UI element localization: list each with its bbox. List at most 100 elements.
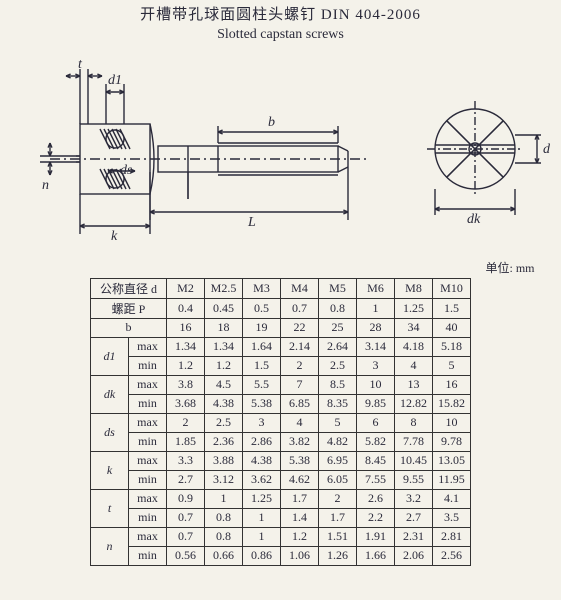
dim-k: k [111, 229, 118, 244]
g3-max-1: 3.88 [205, 451, 243, 470]
g2-max-2: 3 [243, 413, 281, 432]
group-1-min-label: min [129, 394, 167, 413]
g2-min-5: 5.82 [357, 432, 395, 451]
dim-d: d [543, 142, 551, 157]
g3-min-3: 4.62 [281, 470, 319, 489]
g4-min-2: 1 [243, 508, 281, 527]
g5-max-7: 2.81 [433, 527, 471, 546]
g5-max-4: 1.51 [319, 527, 357, 546]
group-label-2: ds [91, 413, 129, 451]
g4-max-5: 2.6 [357, 489, 395, 508]
cell-0-2: 0.5 [243, 298, 281, 318]
group-4-min-label: min [129, 508, 167, 527]
g0-min-2: 1.5 [243, 356, 281, 375]
g5-min-6: 2.06 [395, 546, 433, 565]
g2-max-6: 8 [395, 413, 433, 432]
g0-max-2: 1.64 [243, 337, 281, 356]
row-label-0: 螺距 P [91, 298, 167, 318]
g4-max-0: 0.9 [167, 489, 205, 508]
g1-max-1: 4.5 [205, 375, 243, 394]
g3-max-5: 8.45 [357, 451, 395, 470]
g3-min-7: 11.95 [433, 470, 471, 489]
g2-max-5: 6 [357, 413, 395, 432]
g4-min-0: 0.7 [167, 508, 205, 527]
g0-max-1: 1.34 [205, 337, 243, 356]
technical-drawing: td1ndskLbddk [0, 44, 561, 259]
g4-max-4: 2 [319, 489, 357, 508]
title-en: Slotted capstan screws [0, 26, 561, 44]
g4-min-7: 3.5 [433, 508, 471, 527]
g3-min-6: 9.55 [395, 470, 433, 489]
group-3-min-label: min [129, 470, 167, 489]
g2-min-0: 1.85 [167, 432, 205, 451]
cell-0-0: 0.4 [167, 298, 205, 318]
dim-L: L [247, 215, 256, 230]
g4-min-5: 2.2 [357, 508, 395, 527]
title-cn: 开槽带孔球面圆柱头螺钉 DIN 404-2006 [0, 6, 561, 26]
cell-0-7: 1.5 [433, 298, 471, 318]
hdr-size-6: M8 [395, 278, 433, 298]
g2-max-1: 2.5 [205, 413, 243, 432]
g0-min-4: 2.5 [319, 356, 357, 375]
g2-max-4: 5 [319, 413, 357, 432]
cell-1-7: 40 [433, 318, 471, 337]
cell-0-5: 1 [357, 298, 395, 318]
cell-0-3: 0.7 [281, 298, 319, 318]
g3-max-6: 10.45 [395, 451, 433, 470]
g1-min-4: 8.35 [319, 394, 357, 413]
g5-min-1: 0.66 [205, 546, 243, 565]
g3-min-0: 2.7 [167, 470, 205, 489]
group-3-max-label: max [129, 451, 167, 470]
g0-min-1: 1.2 [205, 356, 243, 375]
g3-max-4: 6.95 [319, 451, 357, 470]
group-2-max-label: max [129, 413, 167, 432]
g1-max-2: 5.5 [243, 375, 281, 394]
hdr-size-1: M2.5 [205, 278, 243, 298]
dim-b: b [268, 115, 275, 130]
spec-table: 公称直径 dM2M2.5M3M4M5M6M8M10螺距 P0.40.450.50… [90, 278, 471, 566]
g0-min-5: 3 [357, 356, 395, 375]
group-1-max-label: max [129, 375, 167, 394]
g1-min-6: 12.82 [395, 394, 433, 413]
g0-max-7: 5.18 [433, 337, 471, 356]
cell-1-0: 16 [167, 318, 205, 337]
cell-1-6: 34 [395, 318, 433, 337]
cell-1-1: 18 [205, 318, 243, 337]
g3-min-5: 7.55 [357, 470, 395, 489]
g4-min-3: 1.4 [281, 508, 319, 527]
g0-min-7: 5 [433, 356, 471, 375]
group-label-1: dk [91, 375, 129, 413]
cell-1-5: 28 [357, 318, 395, 337]
g4-max-7: 4.1 [433, 489, 471, 508]
g4-min-4: 1.7 [319, 508, 357, 527]
group-label-0: d1 [91, 337, 129, 375]
g1-min-0: 3.68 [167, 394, 205, 413]
dim-dk: dk [467, 212, 481, 227]
g1-max-4: 8.5 [319, 375, 357, 394]
g0-max-5: 3.14 [357, 337, 395, 356]
g5-min-2: 0.86 [243, 546, 281, 565]
g1-min-1: 4.38 [205, 394, 243, 413]
g1-min-5: 9.85 [357, 394, 395, 413]
title-block: 开槽带孔球面圆柱头螺钉 DIN 404-2006 Slotted capstan… [0, 0, 561, 44]
hdr-size-4: M5 [319, 278, 357, 298]
g2-max-7: 10 [433, 413, 471, 432]
g3-max-0: 3.3 [167, 451, 205, 470]
group-5-max-label: max [129, 527, 167, 546]
g2-min-2: 2.86 [243, 432, 281, 451]
g3-min-1: 3.12 [205, 470, 243, 489]
g0-min-0: 1.2 [167, 356, 205, 375]
g0-max-3: 2.14 [281, 337, 319, 356]
group-0-min-label: min [129, 356, 167, 375]
g0-max-6: 4.18 [395, 337, 433, 356]
group-2-min-label: min [129, 432, 167, 451]
g4-max-3: 1.7 [281, 489, 319, 508]
g5-max-1: 0.8 [205, 527, 243, 546]
cell-1-3: 22 [281, 318, 319, 337]
hdr-size-0: M2 [167, 278, 205, 298]
g5-max-2: 1 [243, 527, 281, 546]
g5-min-0: 0.56 [167, 546, 205, 565]
g4-max-1: 1 [205, 489, 243, 508]
unit-label: 单位: mm [21, 259, 541, 278]
group-label-5: n [91, 527, 129, 565]
